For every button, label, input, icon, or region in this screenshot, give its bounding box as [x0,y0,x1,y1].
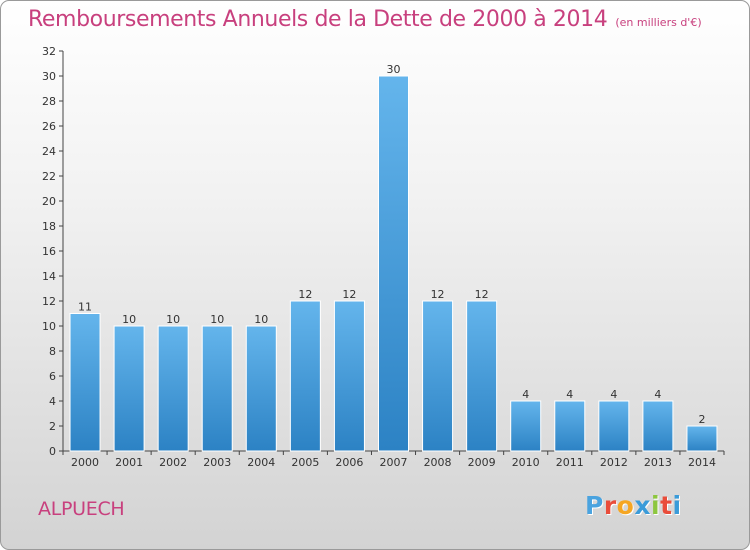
x-tick-label: 2005 [291,456,319,469]
x-tick-label: 2012 [600,456,628,469]
x-tick-label: 2003 [203,456,231,469]
commune-name: ALPUECH [38,498,125,520]
bar [510,400,542,452]
logo-letter: i [651,491,661,520]
x-tick-label: 2011 [556,456,584,469]
unit-label: (en milliers d'€) [615,16,702,29]
y-tick-label: 4 [49,395,56,408]
data-label: 10 [166,313,180,326]
bar [201,325,233,452]
logo-letter: x [634,491,651,520]
y-tick-label: 2 [49,420,56,433]
data-label: 4 [566,388,573,401]
y-tick-label: 16 [42,245,56,258]
y-tick-label: 18 [42,220,56,233]
x-tick-label: 2006 [335,456,363,469]
data-label: 4 [522,388,529,401]
data-label: 2 [698,413,705,426]
bar [466,300,498,452]
x-tick-label: 2000 [71,456,99,469]
bar [157,325,189,452]
data-label: 4 [654,388,661,401]
data-labels: 11 10 10 10 10 12 12 30 12 12 4 4 4 4 2 [78,63,705,426]
y-tick-label: 28 [42,95,56,108]
bar [598,400,630,452]
y-tick-label: 10 [42,320,56,333]
y-tick-label: 22 [42,170,56,183]
y-tick-label: 6 [49,370,56,383]
data-label: 10 [122,313,136,326]
y-tick-label: 32 [42,45,56,58]
data-label: 4 [610,388,617,401]
y-tick-label: 20 [42,195,56,208]
x-tick-label: 2014 [688,456,716,469]
data-label: 12 [298,288,312,301]
x-tick-label: 2004 [247,456,275,469]
bar [686,425,718,452]
logo-letter: t [660,491,673,520]
bar [289,300,321,452]
data-label: 12 [342,288,356,301]
x-tick-label: 2001 [115,456,143,469]
chart-title: Remboursements Annuels de la Dette de 20… [28,7,702,32]
x-tick-label: 2010 [512,456,540,469]
bar [245,325,277,452]
bars [69,75,718,452]
bar [333,300,365,452]
data-label: 12 [431,288,445,301]
logo-letter: o [616,491,635,520]
proxiti-logo[interactable]: Proxiti [585,491,682,520]
y-tick-label: 14 [42,270,56,283]
data-label: 10 [254,313,268,326]
y-tick-label: 12 [42,295,56,308]
bar [69,313,101,452]
x-tick-label: 2008 [424,456,452,469]
y-tick-label: 0 [49,445,56,458]
data-label: 12 [475,288,489,301]
logo-letter: r [603,491,617,520]
y-tick-label: 24 [42,145,56,158]
x-tick-label: 2013 [644,456,672,469]
title-text: Remboursements Annuels de la Dette de 20… [28,7,608,32]
bar [378,75,409,452]
bar [113,325,145,452]
x-tick-label: 2002 [159,456,187,469]
bar [554,400,586,452]
bar [422,300,454,452]
y-tick-label: 8 [49,345,56,358]
y-tick-label: 26 [42,120,56,133]
data-label: 11 [78,301,92,314]
x-tick-label: 2009 [468,456,496,469]
logo-letter: P [585,491,604,520]
y-tick-label: 30 [42,70,56,83]
bar [642,400,674,452]
logo-letter: i [672,491,682,520]
data-label: 10 [210,313,224,326]
data-label: 30 [387,63,401,76]
x-tick-label: 2007 [380,456,408,469]
